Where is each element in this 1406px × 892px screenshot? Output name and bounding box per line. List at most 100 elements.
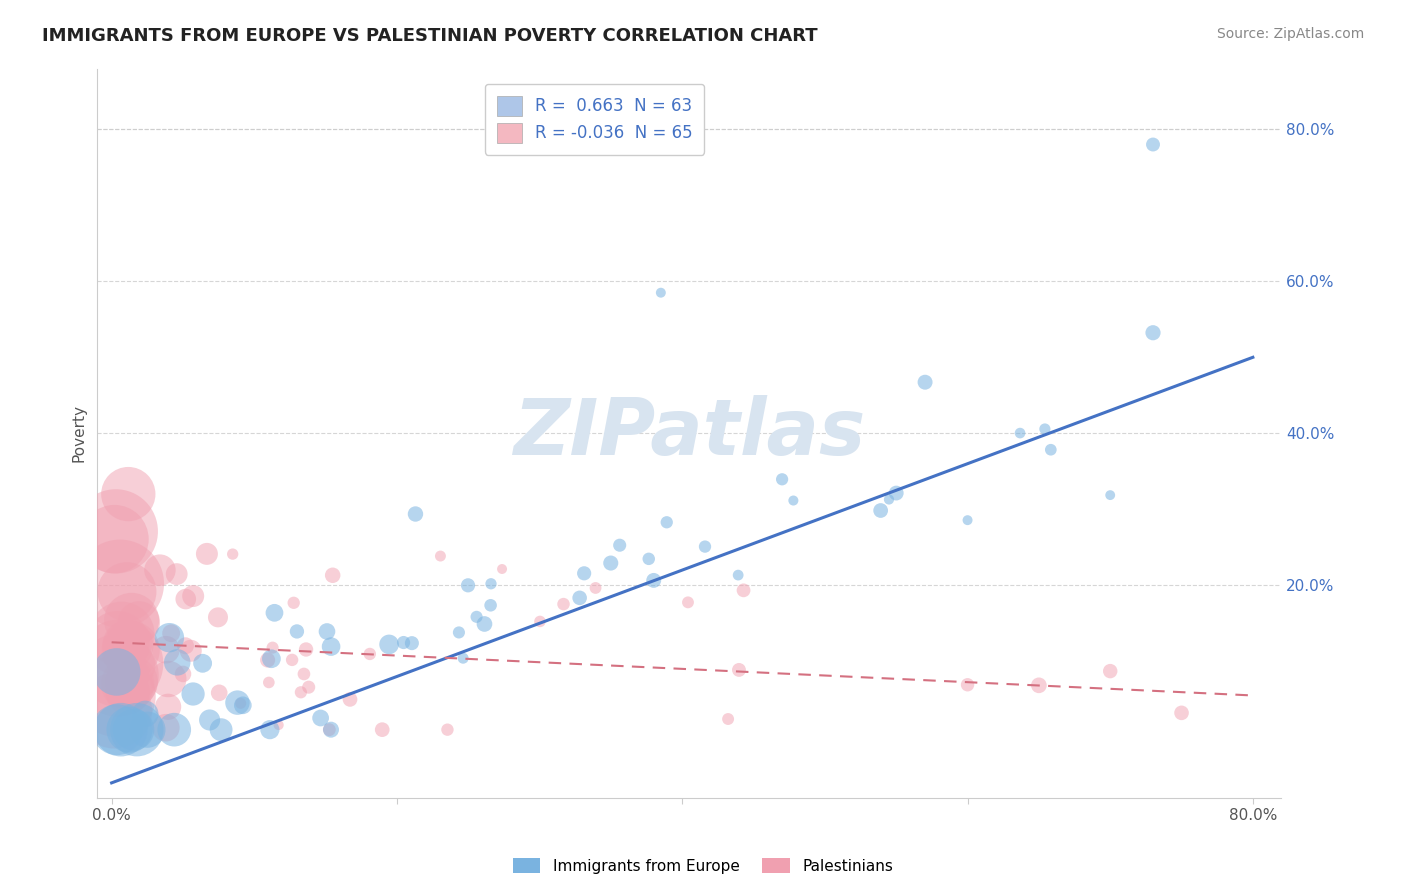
Point (770, 472, 793, 486)
Point (160, 626, 183, 640)
Point (120, 643, 142, 657)
Point (285, 624, 308, 639)
Point (378, 637, 401, 651)
Text: IMMIGRANTS FROM EUROPE VS PALESTINIAN POVERTY CORRELATION CHART: IMMIGRANTS FROM EUROPE VS PALESTINIAN PO… (42, 27, 818, 45)
Point (107, 636, 129, 650)
Point (263, 606, 285, 620)
Point (914, 375, 936, 389)
Point (159, 631, 181, 645)
Point (318, 723, 340, 737)
Point (568, 591, 591, 605)
Point (226, 696, 249, 710)
Point (884, 486, 907, 500)
Point (693, 540, 716, 554)
Point (319, 640, 342, 654)
Point (260, 651, 283, 665)
Point (166, 567, 188, 582)
Point (1170, 706, 1192, 720)
Point (451, 651, 474, 665)
Point (869, 503, 891, 517)
Point (728, 663, 751, 677)
Point (479, 576, 502, 591)
Point (655, 516, 678, 530)
Point (553, 597, 575, 611)
Point (208, 686, 231, 700)
Point (155, 721, 177, 735)
Point (155, 642, 177, 657)
Text: Source: ZipAtlas.com: Source: ZipAtlas.com (1216, 27, 1364, 41)
Point (295, 642, 318, 657)
Point (479, 599, 502, 613)
Point (292, 667, 315, 681)
Point (105, 665, 128, 679)
Point (181, 687, 204, 701)
Point (174, 639, 197, 653)
Point (474, 617, 496, 632)
Point (457, 578, 479, 592)
Point (877, 492, 900, 507)
Point (259, 723, 281, 737)
Point (290, 685, 312, 699)
Point (1010, 426, 1032, 441)
Point (316, 624, 339, 639)
Point (956, 513, 979, 527)
Point (117, 487, 139, 501)
Point (157, 672, 180, 686)
Point (676, 595, 699, 609)
Point (436, 723, 458, 737)
Point (585, 581, 607, 595)
Point (122, 723, 145, 737)
Point (529, 615, 551, 629)
Point (149, 563, 172, 577)
Point (221, 547, 243, 561)
Text: ZIPatlas: ZIPatlas (513, 395, 866, 471)
Point (1142, 137, 1164, 152)
Point (103, 704, 125, 718)
Point (359, 647, 381, 661)
Point (163, 723, 186, 737)
Point (491, 562, 513, 576)
Point (371, 723, 394, 737)
Point (122, 658, 145, 673)
Legend: R =  0.663  N = 63, R = -0.036  N = 65: R = 0.663 N = 63, R = -0.036 N = 65 (485, 84, 704, 155)
Point (105, 723, 128, 737)
Point (256, 653, 278, 667)
Point (198, 713, 221, 727)
Point (322, 568, 344, 582)
Point (1142, 326, 1164, 340)
Point (232, 698, 254, 713)
Legend: Immigrants from Europe, Palestinians: Immigrants from Europe, Palestinians (506, 852, 900, 880)
Point (104, 524, 127, 539)
Point (172, 667, 194, 681)
Point (404, 507, 426, 521)
Point (637, 552, 659, 566)
Point (121, 675, 143, 690)
Point (309, 711, 332, 725)
Point (733, 583, 755, 598)
Point (166, 656, 188, 670)
Point (429, 549, 451, 563)
Point (209, 723, 232, 737)
Point (401, 636, 423, 650)
Point (115, 584, 138, 599)
Point (111, 628, 134, 642)
Point (121, 613, 143, 627)
Point (174, 592, 197, 607)
Point (599, 556, 621, 570)
Point (447, 625, 470, 640)
Point (180, 644, 202, 658)
Point (281, 653, 304, 667)
Point (1099, 664, 1122, 678)
Point (157, 699, 180, 714)
Point (283, 596, 305, 610)
Point (117, 677, 139, 691)
Point (229, 697, 252, 711)
Point (110, 723, 132, 737)
Point (298, 680, 321, 694)
Point (1028, 678, 1050, 692)
Point (134, 706, 156, 721)
Y-axis label: Poverty: Poverty (72, 404, 86, 462)
Point (117, 639, 139, 653)
Point (465, 610, 488, 624)
Point (609, 538, 631, 552)
